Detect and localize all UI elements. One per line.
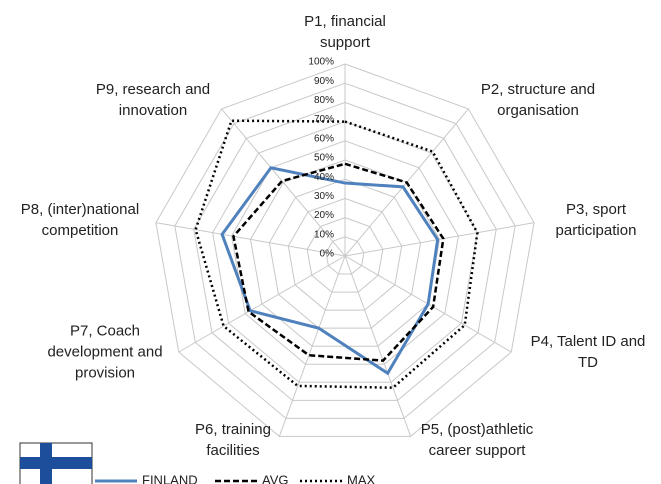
grid-ring <box>193 101 497 401</box>
axis-label: P4, Talent ID and TD <box>530 333 646 371</box>
axis-label: P7, Coach development and provision <box>47 322 163 382</box>
spoke <box>178 255 346 353</box>
axis-label: P9, research and innovation <box>95 81 211 119</box>
grid-ring <box>325 236 365 275</box>
grid-ring <box>231 140 459 365</box>
y-tick-label: 80% <box>314 95 334 106</box>
spoke <box>278 255 346 437</box>
y-tick-label: 20% <box>314 210 334 221</box>
axis-label: P6, training facilities <box>195 421 271 459</box>
spoke <box>344 255 412 437</box>
y-tick-label: 90% <box>314 76 334 87</box>
grid-ring <box>155 63 535 437</box>
spoke <box>344 222 535 257</box>
y-tick-label: 70% <box>314 114 334 125</box>
y-tick-label: 50% <box>314 153 334 164</box>
axis-label: P2, structure and organisation <box>480 81 596 119</box>
series-line <box>232 162 445 362</box>
y-tick-label: 60% <box>314 133 334 144</box>
y-tick-label: 0% <box>320 249 335 260</box>
series-line <box>194 119 479 389</box>
spoke <box>221 108 346 257</box>
series-line <box>220 166 440 376</box>
y-tick-label: 40% <box>314 172 334 183</box>
axis-label: P8, (inter)national competition <box>20 201 140 239</box>
y-tick-label: 100% <box>308 57 334 68</box>
y-tick-label: 30% <box>314 191 334 202</box>
grid-ring <box>306 217 384 293</box>
grid-ring <box>212 121 478 383</box>
grid-ring <box>174 82 516 419</box>
legend-label: FINLAND <box>142 472 198 484</box>
axis-label: P5, (post)athletic career support <box>420 421 534 459</box>
legend-label: AVG <box>262 472 289 484</box>
flag <box>19 442 93 484</box>
legend-label: MAX <box>347 472 376 484</box>
grid-ring <box>287 197 403 311</box>
y-tick-label: 10% <box>314 229 334 240</box>
spoke <box>155 222 346 257</box>
grid-ring <box>268 178 422 329</box>
axis-label: P1, financial support <box>304 13 386 51</box>
axis-label: P3, sport participation <box>555 201 637 239</box>
